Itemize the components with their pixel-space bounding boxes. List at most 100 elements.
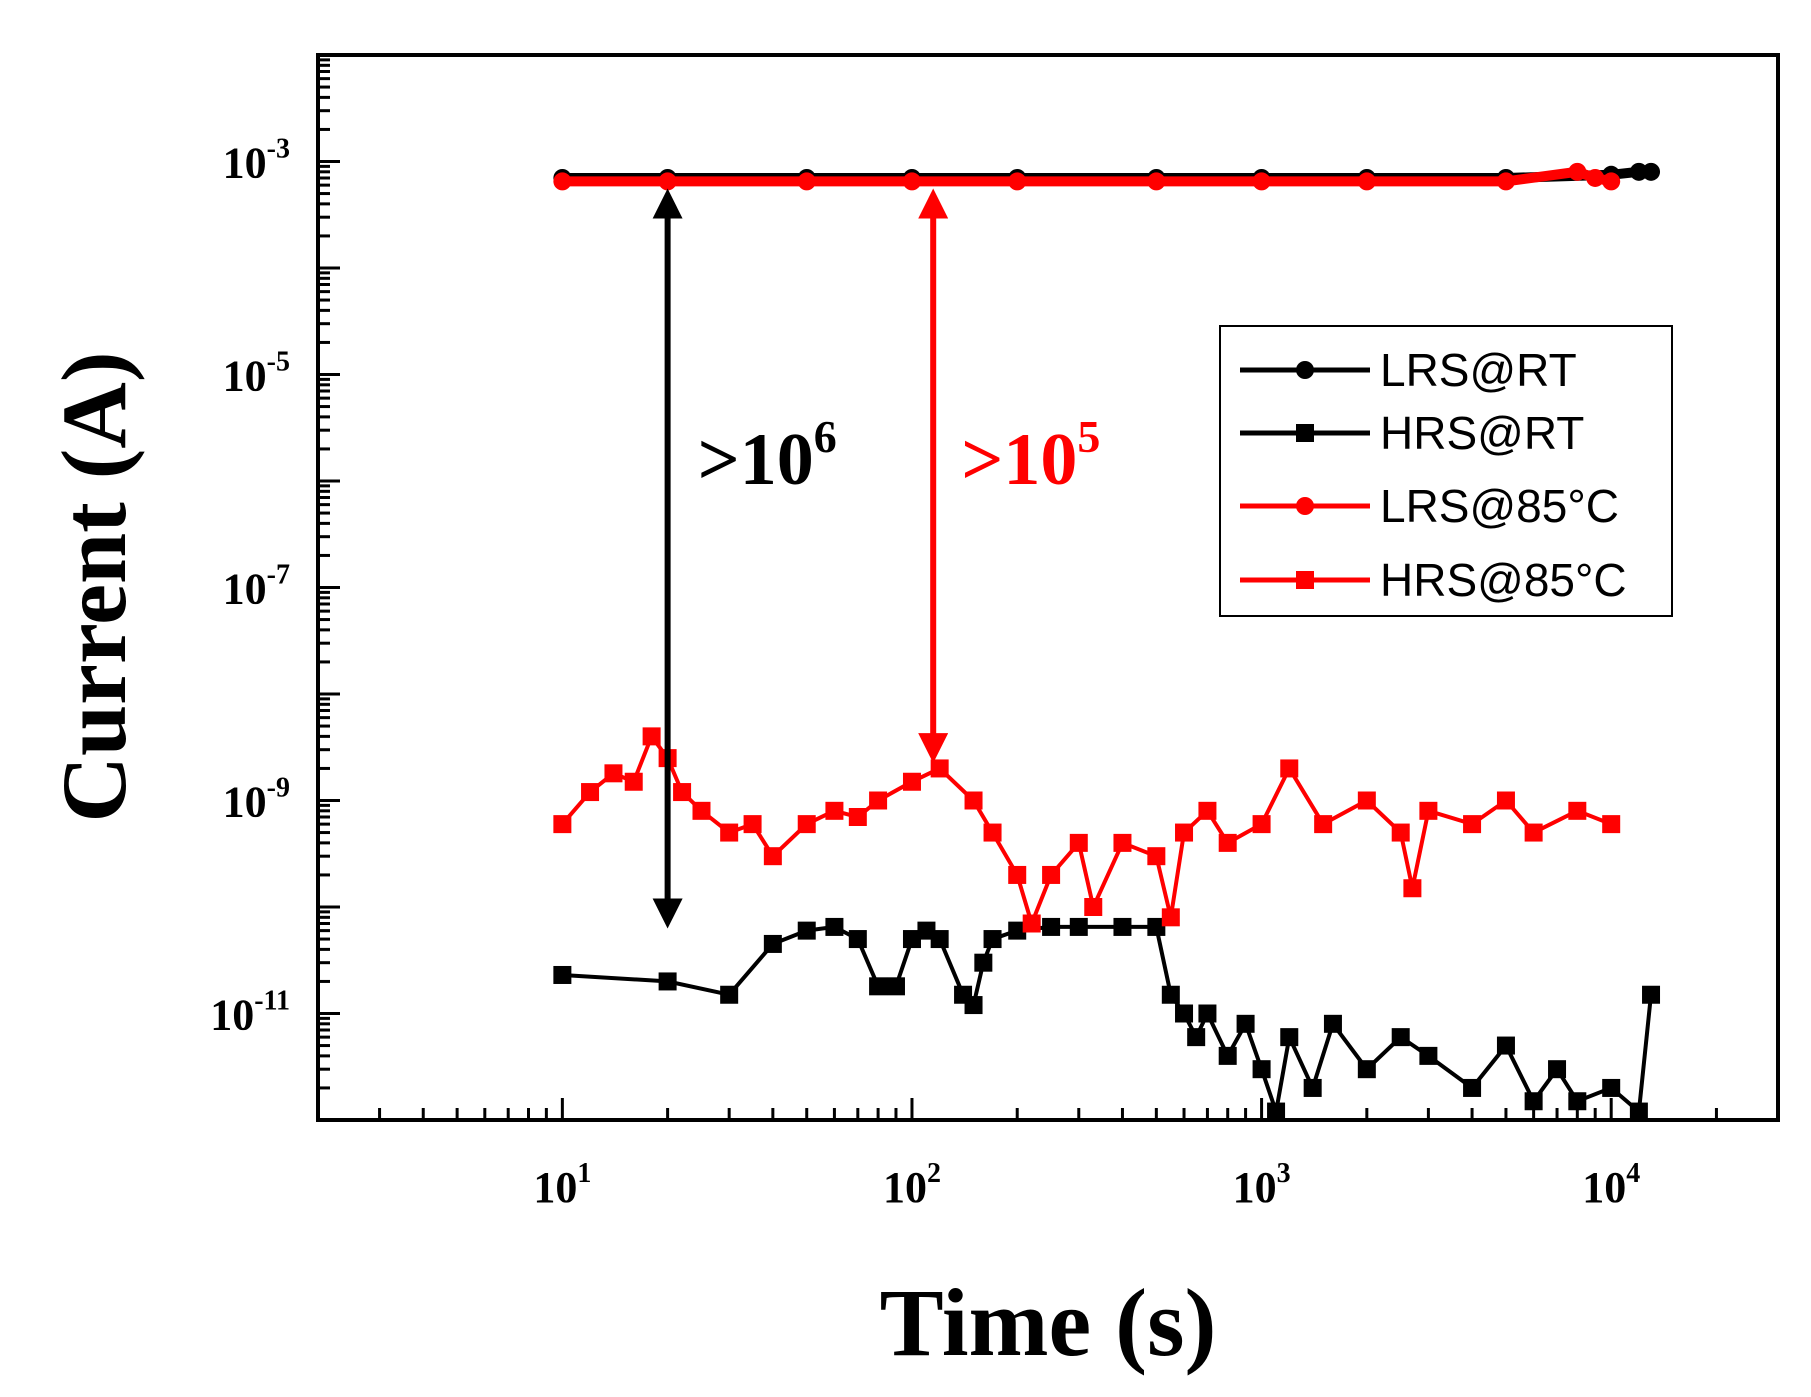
data-point (1357, 1060, 1376, 1079)
data-point (1113, 917, 1132, 936)
series-line (562, 924, 1653, 1116)
data-point (1147, 172, 1166, 191)
legend-marker (1296, 497, 1314, 515)
data-point (1496, 1036, 1515, 1055)
data-point (1187, 1028, 1206, 1047)
data-point (1463, 815, 1482, 834)
ratio-label: >106 (698, 411, 837, 501)
data-point (902, 172, 921, 191)
data-point (1568, 801, 1587, 820)
series-line (560, 732, 1612, 930)
series-3 (553, 727, 1621, 933)
data-point (869, 977, 888, 996)
data-point (1198, 801, 1217, 820)
legend-label: HRS@RT (1380, 407, 1584, 459)
legend-box (1219, 325, 1673, 617)
data-point (902, 772, 921, 791)
data-point (1218, 1046, 1237, 1065)
data-point (1161, 908, 1180, 927)
y-axis-title: Current (A) (43, 352, 145, 823)
legend-marker (1296, 424, 1314, 442)
data-point (930, 930, 949, 949)
data-point (1586, 168, 1605, 187)
legend-label: LRS@RT (1380, 344, 1577, 396)
data-point (1008, 865, 1027, 884)
data-point (848, 807, 867, 826)
data-point (1419, 801, 1438, 820)
data-point (1161, 985, 1180, 1004)
data-point (886, 977, 905, 996)
data-point (720, 985, 739, 1004)
y-tick-label: 10-9 (223, 773, 290, 827)
data-point (1252, 1060, 1271, 1079)
data-point (1463, 1078, 1482, 1097)
data-point (553, 965, 572, 984)
data-point (1042, 865, 1061, 884)
data-point (1008, 921, 1027, 940)
data-point (902, 930, 921, 949)
y-tick-label: 10-5 (223, 347, 290, 401)
data-point (1642, 162, 1661, 181)
data-point (1323, 1014, 1342, 1033)
y-tick-label: 10-11 (210, 986, 290, 1040)
data-point (1267, 1102, 1286, 1121)
data-point (1198, 1004, 1217, 1023)
data-point (1391, 1028, 1410, 1047)
data-point (869, 791, 888, 810)
x-tick-label: 101 (533, 1158, 591, 1212)
data-point (553, 172, 572, 191)
data-point (1280, 759, 1299, 778)
tick-layer: 101 102 103 104 10-3 10-5 10-7 10-9 10-11 (210, 58, 1780, 1212)
data-point (1008, 172, 1027, 191)
data-point (974, 953, 993, 972)
data-point (553, 815, 572, 834)
data-point (1022, 914, 1041, 933)
data-point (1236, 1014, 1255, 1033)
data-point (1496, 172, 1515, 191)
data-point (964, 996, 983, 1015)
series-1 (553, 917, 1661, 1121)
legend: LRS@RT HRS@RT LRS@85°C HRS@85°C (1219, 325, 1673, 617)
data-point (581, 783, 600, 802)
data-point (1175, 823, 1194, 842)
data-point (1496, 791, 1515, 810)
data-point (673, 783, 692, 802)
data-point (1524, 1092, 1543, 1111)
data-point (930, 759, 949, 778)
y-tick-label: 10-3 (223, 134, 290, 188)
data-point (797, 921, 816, 940)
data-point (658, 972, 677, 991)
x-tick-label: 104 (1582, 1158, 1640, 1212)
data-point (1303, 1078, 1322, 1097)
data-point (1391, 823, 1410, 842)
data-point (743, 815, 762, 834)
data-point (1357, 172, 1376, 191)
data-point (848, 930, 867, 949)
data-point (1419, 1046, 1438, 1065)
data-point (1568, 1092, 1587, 1111)
data-point (720, 823, 739, 842)
legend-marker (1296, 571, 1314, 589)
data-point (1357, 791, 1376, 810)
data-point (1084, 898, 1103, 916)
data-point (1602, 1078, 1621, 1097)
data-point (1280, 1028, 1299, 1047)
data-point (604, 764, 623, 783)
data-point (1568, 162, 1587, 181)
data-point (797, 172, 816, 191)
legend-marker (1296, 361, 1314, 379)
data-point (1218, 833, 1237, 852)
data-point (1524, 823, 1543, 842)
data-point (692, 801, 711, 820)
data-point (1548, 1060, 1567, 1079)
x-tick-label: 103 (1233, 1158, 1291, 1212)
data-point (1602, 172, 1621, 191)
data-point (1252, 815, 1271, 834)
series-layer (553, 162, 1661, 1121)
data-point (1113, 833, 1132, 852)
x-tick-label: 102 (883, 1158, 941, 1212)
data-point (983, 823, 1002, 842)
data-point (1602, 815, 1621, 834)
legend-label: HRS@85°C (1380, 554, 1627, 606)
series-2 (553, 162, 1621, 191)
